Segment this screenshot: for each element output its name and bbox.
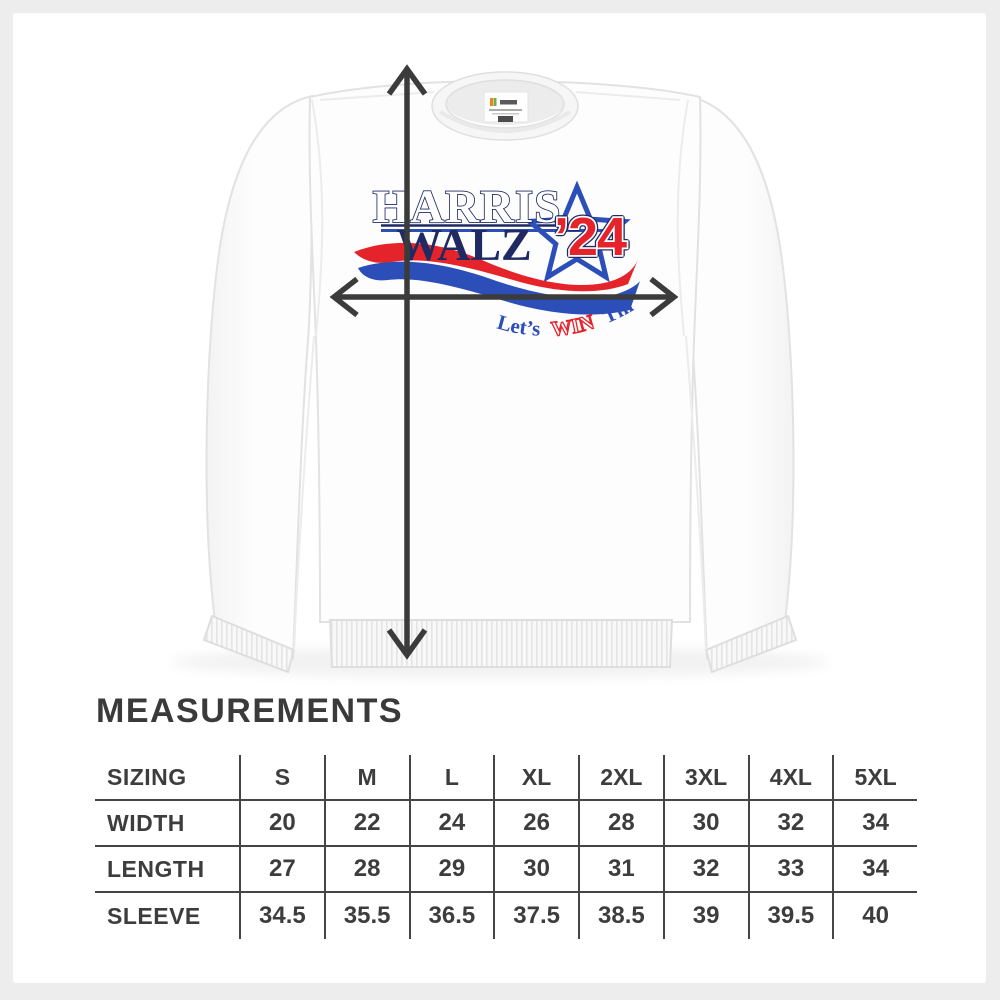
logo-title-bottom: WALZ [396, 219, 531, 270]
brand-tag [483, 91, 529, 123]
arrowhead-left [329, 276, 359, 318]
sweatshirt [170, 71, 830, 678]
width-arrow [329, 276, 679, 318]
value-sleeve-XL: 37.5 [493, 893, 578, 939]
size-chart-table: SIZING S M L XL 2XL 3XL 4XL 5XL WIDTH 20 22 24 26 28 30… [95, 755, 917, 939]
value-sleeve-3XL: 39 [662, 893, 748, 939]
length-arrow [386, 64, 428, 660]
right-sleeve [686, 94, 795, 660]
value-length-5XL: 34 [832, 847, 917, 893]
value-width-5XL: 34 [832, 801, 917, 847]
value-width-M: 22 [323, 801, 409, 847]
header-size-5XL: 5XL [832, 755, 917, 801]
value-width-3XL: 30 [662, 801, 748, 847]
right-cuff [705, 615, 797, 673]
value-length-L: 29 [408, 847, 494, 893]
left-sleeve [205, 94, 314, 660]
value-width-L: 24 [408, 801, 494, 847]
waistband [328, 619, 674, 668]
value-length-XL: 30 [493, 847, 578, 893]
star-icon [523, 180, 631, 283]
value-width-XL: 26 [493, 801, 578, 847]
value-width-4XL: 32 [747, 801, 833, 847]
header-size-2XL: 2XL [578, 755, 663, 801]
arrowhead-down [386, 628, 428, 660]
value-sleeve-L: 36.5 [408, 893, 494, 939]
header-size-XL: XL [493, 755, 578, 801]
row-label-length: LENGTH [95, 847, 239, 893]
seams [293, 91, 707, 651]
blue-wave [358, 261, 640, 315]
tag-size-box [498, 116, 513, 122]
arrowhead-up [386, 64, 428, 96]
measurements-heading: MEASUREMENTS [96, 692, 404, 730]
body [308, 79, 702, 623]
left-cuff [203, 615, 295, 673]
value-sleeve-S: 34.5 [239, 893, 324, 939]
header-size-S: S [239, 755, 324, 801]
collar-shadow [438, 110, 572, 133]
value-length-S: 27 [239, 847, 324, 893]
header-size-3XL: 3XL [662, 755, 748, 801]
header-size-L: L [408, 755, 494, 801]
value-sleeve-5XL: 40 [832, 893, 917, 939]
value-length-3XL: 32 [662, 847, 748, 893]
value-width-S: 20 [239, 801, 324, 847]
measurement-arrows [329, 64, 679, 660]
row-label-width: WIDTH [95, 801, 239, 847]
value-sleeve-4XL: 39.5 [747, 893, 833, 939]
arrowhead-right [649, 276, 679, 318]
header-sizing: SIZING [95, 755, 239, 801]
value-sleeve-M: 35.5 [323, 893, 409, 939]
header-size-M: M [323, 755, 409, 801]
value-length-2XL: 31 [578, 847, 663, 893]
tag-logo-icon [490, 98, 493, 106]
value-sleeve-2XL: 38.5 [578, 893, 663, 939]
logo-year-outline: ’24 [554, 207, 627, 267]
row-label-sleeve: SLEEVE [107, 902, 201, 929]
header-size-4XL: 4XL [747, 755, 833, 801]
value-length-4XL: 33 [747, 847, 833, 893]
logo-title-top: HARRIS [373, 181, 562, 233]
value-width-2XL: 28 [578, 801, 663, 847]
value-length-M: 28 [323, 847, 409, 893]
red-wave [354, 242, 639, 292]
logo-year: ’24 [554, 207, 627, 267]
